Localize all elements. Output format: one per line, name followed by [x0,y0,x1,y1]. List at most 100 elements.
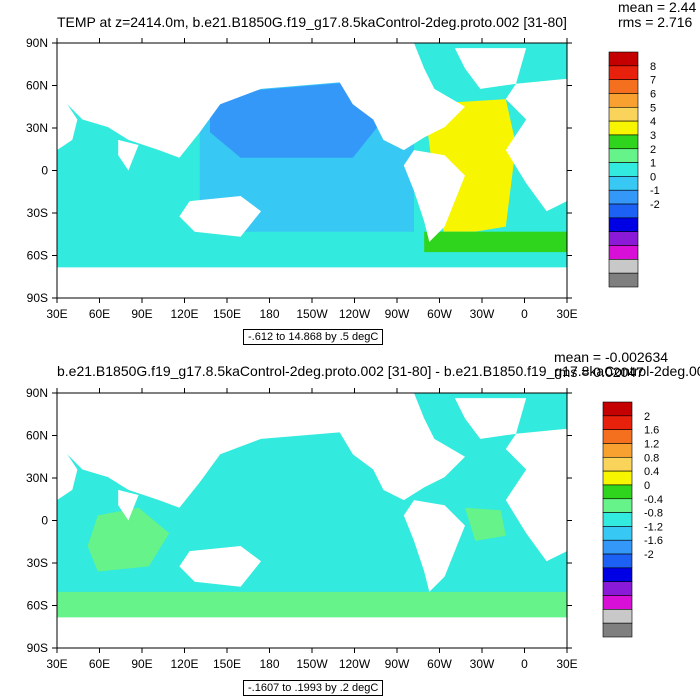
x-tick-label: 60W [427,657,452,671]
land-mask [118,489,139,521]
colorbar-swatch [608,148,639,163]
map-panel-1: 30E 60E 90E 120E 150E 180 150W 120W 90W 60W 30W 0 30… [26,36,660,321]
colorbar-swatch [602,622,633,638]
land-mask [337,68,465,151]
colorbar-label: -1.2 [644,521,663,533]
land-mask [118,139,139,171]
colorbar-swatch [608,162,639,177]
panel2-contour-info: -.1607 to .1993 by .2 degC [243,680,384,696]
x-tick-label: 90E [131,307,152,321]
y-tick-label: 30S [27,556,48,570]
x-tick-label: 90W [385,307,410,321]
land-mask [403,150,465,242]
colorbar-swatch [608,106,639,122]
colorbar-swatch [602,609,633,624]
colorbar-label: 1.6 [644,425,659,437]
y-tick-label: 0 [41,164,48,178]
y-tick-label: 90N [26,386,48,400]
colorbar-swatch [602,470,633,486]
y-tick-label: 60S [27,249,48,263]
x-tick-label: 90W [385,657,410,671]
colorbar-swatch [602,484,633,500]
panel2-title: b.e21.B1850G.f19_g17.8.5kaControl-2deg.p… [57,363,700,379]
colorbar-swatch [602,429,633,444]
ocean-field-southern-band [57,591,567,618]
x-tick-label: 30W [470,657,495,671]
x-tick-label: 0 [521,307,528,321]
land-mask [57,393,425,508]
land-mask [505,78,567,212]
map-panel-2: 30E 60E 90E 120E 150E 180 150W 120W 90W 60W 30W 0 30… [26,386,663,671]
colorbar-swatch [608,189,639,205]
colorbar-label: 6 [650,88,656,100]
land-mask [57,438,78,501]
colorbar-swatch [602,553,633,569]
y-tick-label: 90N [26,36,48,50]
colorbar-label: 0.8 [644,452,659,464]
colorbar-swatch [602,567,633,583]
ocean-field-south-atlantic [424,231,567,253]
x-tick-label: 120E [170,307,198,321]
x-tick-label: 150W [296,307,328,321]
x-tick-label: 150E [213,307,241,321]
colorbar-swatch [608,65,639,80]
land-mask [57,617,567,648]
colorbar-swatch [602,595,633,610]
colorbar-swatch [608,51,639,67]
colorbar-swatch [608,259,639,274]
x-tick-label: 30E [556,657,577,671]
x-tick-label: 60E [89,307,110,321]
colorbar-swatch [602,443,633,458]
colorbar-swatch [602,415,633,430]
colorbar-swatch [608,134,639,150]
colorbar-swatch [608,176,639,191]
x-tick-label: 90E [131,657,152,671]
colorbar-label: -0.4 [644,494,663,506]
ocean-field-north-pacific [210,81,384,158]
land-mask [403,500,465,592]
colorbar-label: 0 [650,171,656,183]
colorbar-swatch [602,512,633,527]
colorbar-swatch [608,217,639,233]
colorbar-swatch [608,79,639,94]
x-tick-label: 150W [296,657,328,671]
colorbar-swatch [608,245,639,260]
land-mask [57,267,567,298]
x-tick-label: 60E [89,657,110,671]
colorbar-swatch [602,539,633,555]
colorbar-label: 3 [650,130,656,142]
y-tick-label: 90S [27,641,48,655]
panel2-mean: mean = -0.002634 [554,349,669,365]
land-mask [505,428,567,562]
x-tick-label: 30E [46,657,67,671]
y-tick-label: 30N [26,121,48,135]
colorbar-label: -2 [650,199,660,211]
ocean-field-atlantic-anomaly [465,507,506,541]
land-mask [57,43,425,158]
ocean-field-indian-anomaly [87,507,170,572]
colorbar-swatch [602,498,633,513]
colorbar-label: 2 [650,144,656,156]
land-mask [454,48,527,89]
y-tick-label: 60N [26,429,48,443]
x-tick-label: 120E [170,657,198,671]
colorbar-swatch [608,203,639,219]
colorbar-swatch [608,120,639,136]
colorbar-swatch [608,231,639,246]
colorbar-swatch [602,456,633,472]
panel1-mean: mean = 2.44 [618,0,697,15]
land-mask [337,418,465,501]
y-tick-label: 0 [41,514,48,528]
land-mask [57,88,78,151]
x-tick-label: 180 [259,657,279,671]
panel2-rms: rms = 0.02047 [554,364,644,380]
colorbar-label: 7 [650,75,656,87]
colorbar-label: 2 [644,411,650,423]
land-mask [454,398,527,439]
y-tick-label: 60S [27,599,48,613]
y-tick-label: 60N [26,79,48,93]
x-tick-label: 30E [556,307,577,321]
colorbar-label: 8 [650,61,656,73]
colorbar-swatch [608,272,639,288]
